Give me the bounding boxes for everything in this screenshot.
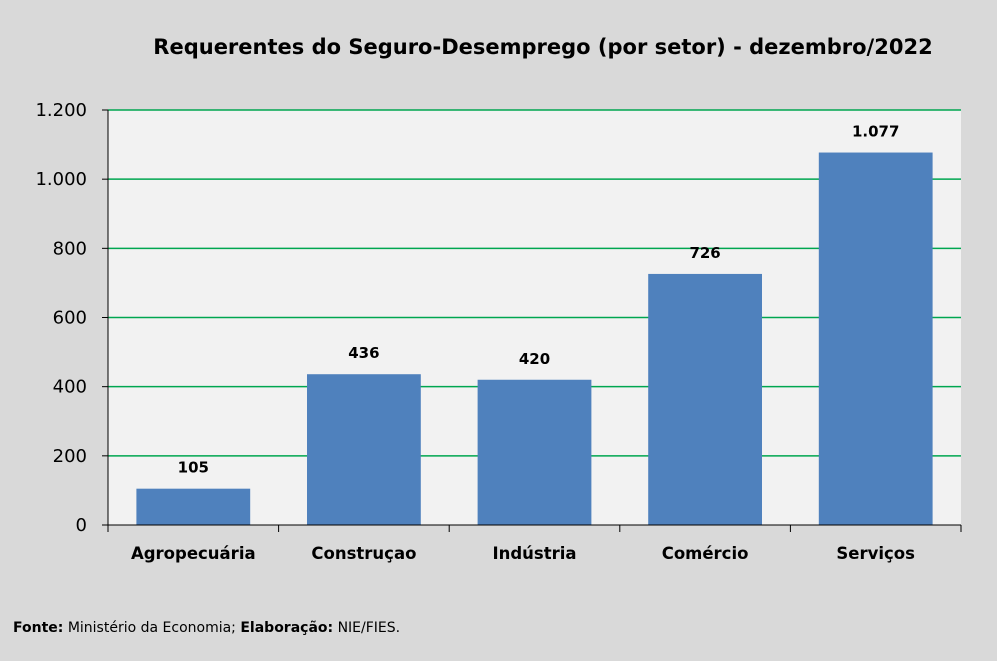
data-label: 726: [689, 244, 720, 262]
source-value: Ministério da Economia;: [67, 620, 236, 636]
y-tick-label: 1.000: [35, 169, 87, 190]
data-label: 105: [178, 459, 209, 477]
bars: 105 436 420 726 1.077: [136, 123, 933, 525]
bar: [818, 152, 933, 525]
source-note: Fonte: Ministério da Economia; Elaboraçã…: [13, 620, 400, 636]
elaboration-label: Elaboração:: [240, 620, 334, 636]
y-tick-label: 200: [53, 446, 87, 467]
bar: [307, 374, 421, 525]
y-tick-label: 1.200: [35, 100, 87, 121]
y-tick-label: 600: [53, 308, 87, 329]
data-label: 436: [348, 344, 379, 362]
x-tick-label: Indústria: [492, 544, 576, 563]
data-label: 420: [519, 350, 550, 368]
bar: [477, 379, 592, 525]
data-label: 1.077: [852, 123, 899, 141]
elaboration-value: NIE/FIES.: [337, 620, 401, 636]
axes: 0 200 400 600 800 1.000 1.200 Agropecuária Const…: [35, 100, 962, 563]
y-tick-label: 800: [53, 238, 87, 259]
bar: [648, 273, 762, 525]
chart-title: Requerentes do Seguro-Desemprego (por se…: [153, 35, 932, 59]
source-label: Fonte:: [13, 620, 64, 636]
x-tick-label: Agropecuária: [131, 544, 256, 563]
y-tick-label: 0: [76, 515, 87, 536]
y-tick-label: 400: [53, 377, 87, 398]
x-tick-label: Construçao: [311, 544, 416, 563]
x-tick-label: Comércio: [662, 544, 749, 563]
x-tick-label: Serviços: [836, 544, 915, 563]
bar: [136, 488, 251, 525]
